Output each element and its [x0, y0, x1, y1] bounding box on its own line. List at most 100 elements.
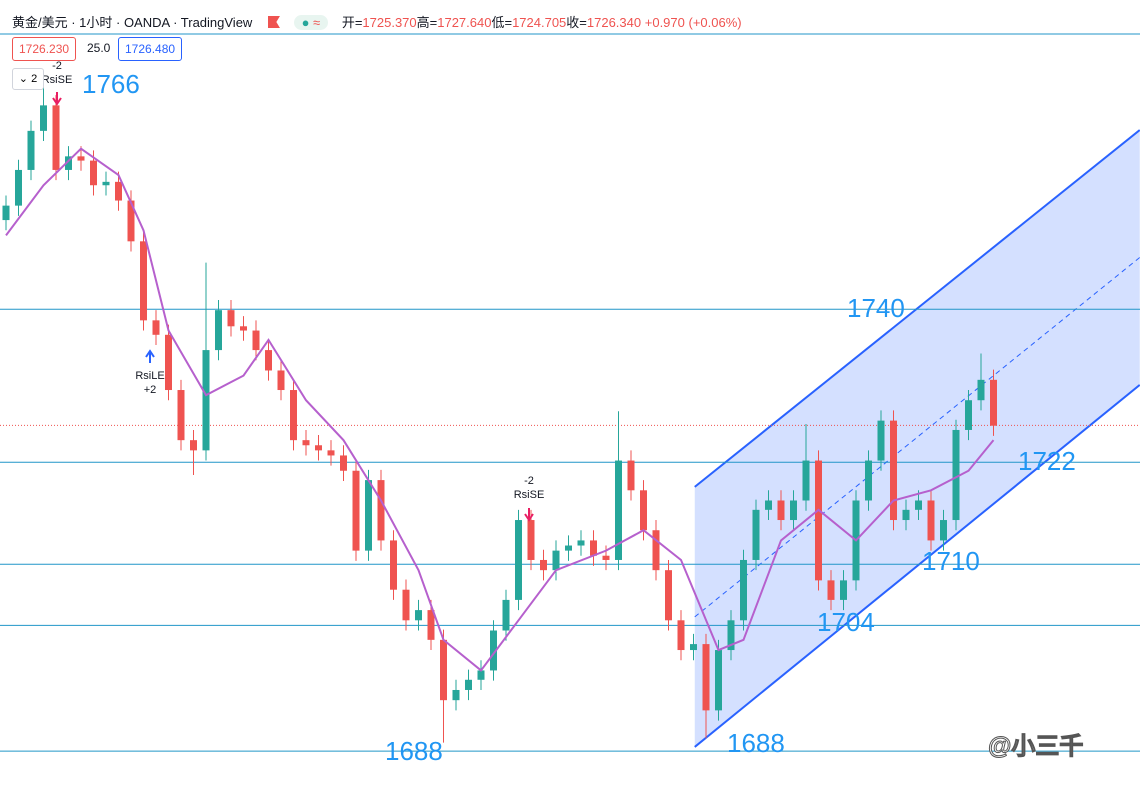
- candle-body: [340, 455, 347, 471]
- candle-body: [302, 440, 310, 446]
- signal-count: -2: [52, 60, 62, 72]
- candle-body: [965, 400, 972, 430]
- signal-arrow: [524, 508, 534, 522]
- candle-body: [452, 689, 460, 701]
- candle-body: [940, 520, 947, 541]
- candle-body: [415, 610, 422, 621]
- candle-body: [265, 350, 272, 371]
- ohlc-label: 开=: [341, 15, 363, 30]
- candle-body: [40, 105, 47, 131]
- candle-body: [252, 330, 260, 351]
- signal-count: -2: [524, 475, 534, 487]
- candle-body: [290, 390, 297, 441]
- candle-body: [477, 670, 485, 680]
- candle-body: [527, 520, 535, 560]
- candle-body: [990, 379, 997, 426]
- candle-body: [702, 644, 710, 711]
- candle-body: [690, 644, 697, 651]
- candle-body: [465, 679, 472, 690]
- indicator-toggle[interactable]: ⌄ 2: [12, 68, 44, 90]
- ohlc-value: 1726.340: [586, 15, 642, 30]
- candle-body: [715, 650, 722, 711]
- candle-body: [427, 610, 435, 640]
- ask-price[interactable]: 1726.480: [118, 37, 183, 61]
- candle-body: [565, 545, 572, 551]
- candle-body: [627, 460, 635, 491]
- candle-body: [227, 310, 235, 327]
- candle-body: [327, 450, 335, 456]
- candle-body: [815, 460, 822, 581]
- candle-body: [52, 105, 60, 170]
- candle-body: [902, 509, 910, 521]
- candle-body: [727, 620, 735, 651]
- candle-body: [390, 540, 397, 590]
- candle-body: [652, 530, 660, 571]
- candle-body: [977, 379, 985, 401]
- candle-body: [577, 540, 585, 546]
- ohlc-label: 收=: [566, 15, 587, 30]
- ohlc-label: 低=: [491, 15, 513, 30]
- candle-body: [740, 559, 747, 621]
- candle-body: [127, 200, 135, 242]
- channel-lower: [694, 384, 1140, 748]
- symbol-title[interactable]: 黄金/美元 · 1小时 · OANDA · TradingView: [12, 15, 253, 30]
- ohlc-value: 1727.640: [437, 15, 492, 30]
- candle-body: [640, 490, 647, 531]
- candle-body: [190, 440, 197, 451]
- candle-body: [840, 580, 847, 600]
- price-annotation: 1722: [1018, 446, 1076, 476]
- candle-body: [202, 350, 210, 451]
- signal-count: +2: [144, 384, 157, 396]
- candle-body: [315, 445, 322, 451]
- candle-body: [65, 156, 72, 170]
- candle-body: [152, 320, 160, 335]
- candle-body: [402, 589, 410, 621]
- flag-icon[interactable]: [267, 16, 280, 28]
- candle-body: [765, 500, 772, 510]
- candle-body: [540, 559, 547, 571]
- candle-body: [515, 520, 522, 600]
- candle-body: [115, 181, 122, 201]
- candle-body: [240, 326, 247, 331]
- channel-fill: [694, 130, 1140, 747]
- candle-body: [802, 460, 810, 501]
- candle-body: [915, 500, 922, 510]
- candle-body: [215, 310, 222, 351]
- price-annotation: 1688: [385, 736, 443, 766]
- candle-body: [102, 181, 110, 186]
- candle-body: [440, 639, 447, 701]
- candle-body: [165, 334, 172, 391]
- change: +0.970 (+0.06%): [644, 15, 742, 30]
- candle-body: [665, 570, 672, 621]
- price-annotation: 1704: [817, 607, 875, 637]
- candle-body: [377, 480, 385, 541]
- candle-body: [602, 555, 610, 560]
- candle-body: [352, 470, 360, 551]
- candle-body: [90, 160, 97, 186]
- ohlc-value: 1725.370: [362, 15, 417, 30]
- candle-body: [677, 620, 685, 651]
- candle-body: [490, 630, 497, 671]
- ohlc: 开=1725.370高=1727.640低=1724.705收=1726.340: [342, 15, 641, 30]
- header: 黄金/美元 · 1小时 · OANDA · TradingView ● ≈ 开=…: [12, 12, 742, 31]
- candle-body: [77, 156, 85, 161]
- candle-body: [615, 460, 622, 560]
- candle-body: [502, 599, 510, 631]
- candle-body: [865, 460, 872, 501]
- candle-body: [552, 550, 560, 571]
- candle-body: [27, 130, 35, 170]
- candle-body: [827, 580, 835, 600]
- candle-body: [752, 509, 760, 560]
- status-badge[interactable]: ● ≈: [293, 15, 329, 30]
- candle-body: [277, 370, 285, 391]
- candle-body: [2, 205, 10, 221]
- price-annotation: 1688: [727, 728, 785, 758]
- indicator-count: 2: [31, 73, 38, 85]
- candle-body: [777, 500, 785, 521]
- channel-upper: [694, 129, 1140, 488]
- signal-label: RsiLE: [135, 370, 164, 382]
- candle-body: [952, 429, 960, 521]
- bid-price[interactable]: 1726.230: [12, 37, 77, 61]
